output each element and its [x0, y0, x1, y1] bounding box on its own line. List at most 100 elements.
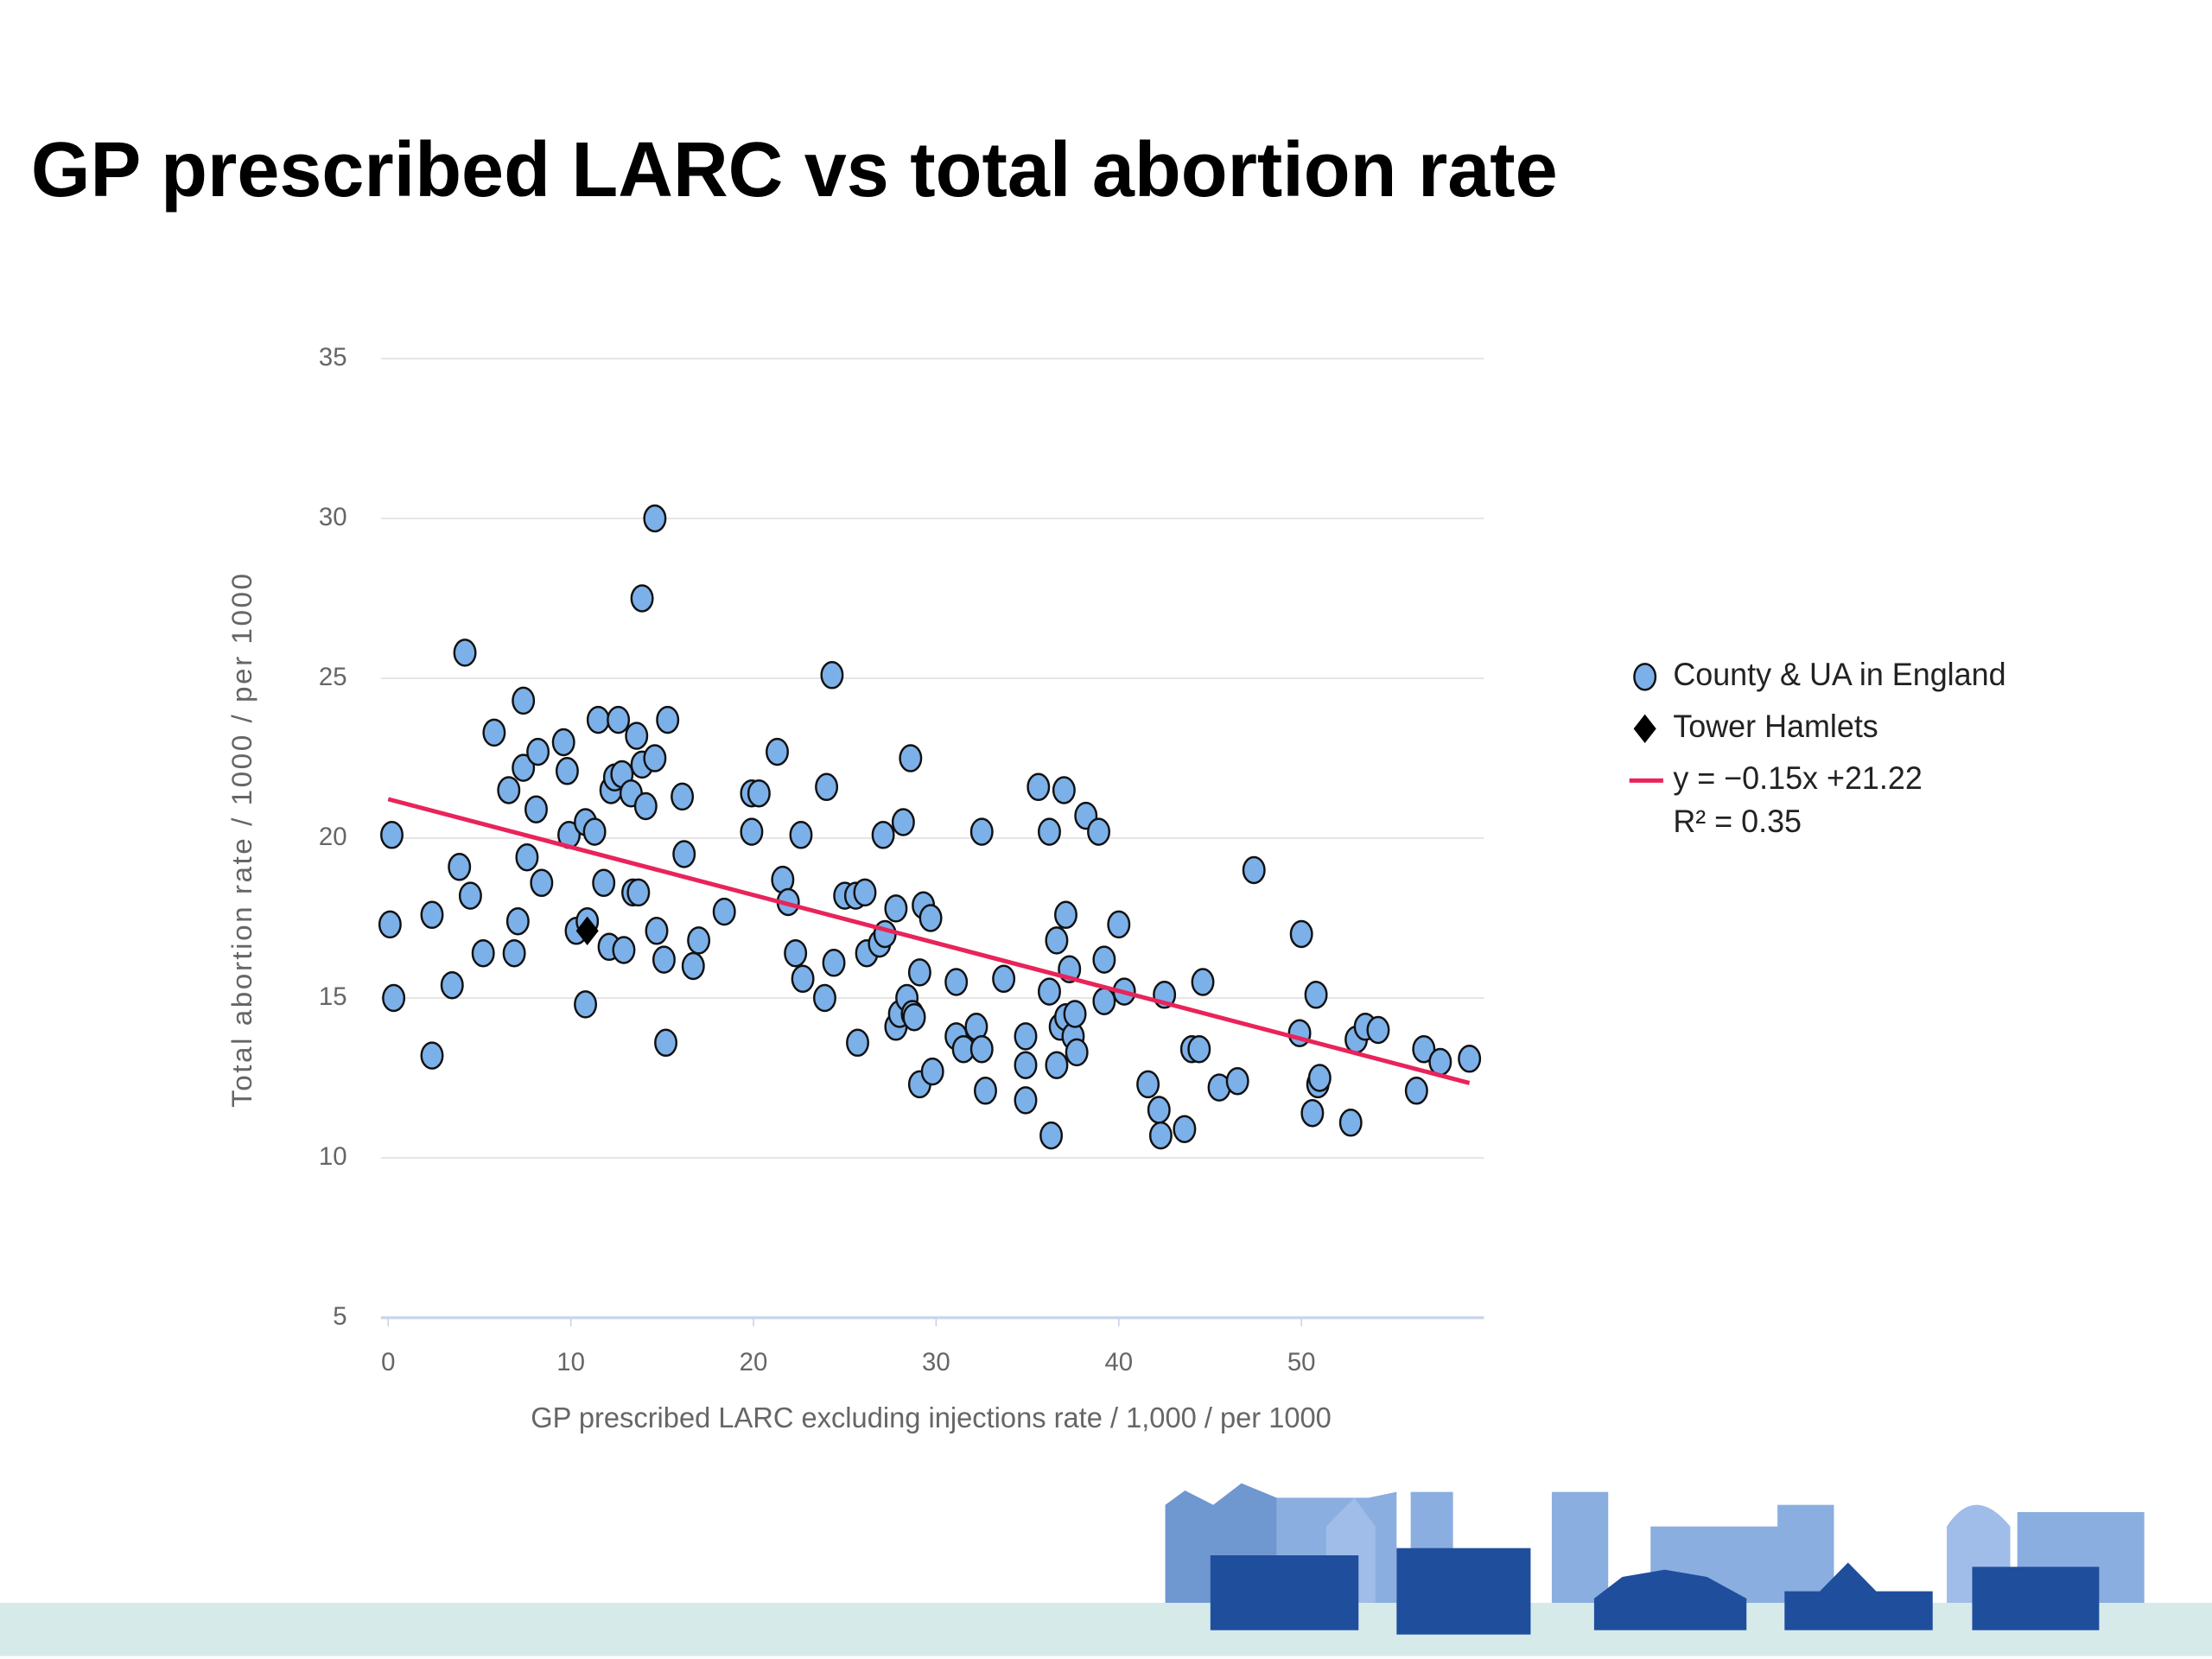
data-point: [633, 791, 658, 821]
chart-title: GP prescribed LARC vs total abortion rat…: [31, 125, 1558, 213]
data-point: [822, 949, 846, 977]
data-point: [1037, 977, 1061, 1006]
y-tick-label: 5: [333, 1302, 346, 1331]
data-point: [815, 772, 839, 802]
data-point: [1366, 1015, 1390, 1045]
data-point: [1338, 1109, 1363, 1137]
data-point: [846, 1028, 869, 1058]
data-point: [1039, 1121, 1064, 1150]
y-tick-label: 10: [319, 1142, 347, 1171]
data-point: [382, 983, 406, 1013]
data-point: [1045, 1051, 1069, 1079]
y-tick-label: 15: [319, 982, 347, 1011]
trendline: [387, 797, 1471, 1085]
data-point: [969, 1034, 994, 1064]
data-point: [1458, 1045, 1482, 1073]
data-point: [1173, 1115, 1197, 1143]
data-point: [453, 639, 477, 667]
data-point: [1191, 968, 1215, 996]
data-point: [380, 821, 404, 849]
data-point: [656, 705, 680, 734]
data-point: [1304, 981, 1328, 1009]
legend-label: County & UA in England: [1673, 657, 2005, 692]
legend-label: Tower Hamlets: [1673, 709, 1878, 744]
footer-skyline: [0, 1483, 2212, 1656]
data-point: [1063, 1000, 1087, 1028]
data-point: [505, 906, 530, 936]
data-point: [1052, 776, 1076, 804]
data-point: [820, 661, 844, 690]
data-point: [448, 853, 472, 881]
data-point: [871, 821, 895, 849]
data-point: [1092, 987, 1116, 1015]
data-point: [482, 718, 506, 747]
data-point: [512, 753, 536, 782]
legend: County & UA in England Tower Hamlets y = −…: [1629, 657, 2006, 839]
data-point: [1428, 1047, 1452, 1077]
data-point: [899, 744, 923, 772]
data-point: [902, 1002, 926, 1032]
data-point: [643, 504, 667, 533]
y-tick-label: 35: [319, 343, 347, 372]
data-point: [582, 817, 607, 846]
x-axis-label: GP prescribed LARC excluding injections …: [531, 1402, 1332, 1433]
data-point: [873, 919, 897, 949]
data-point: [1065, 1038, 1089, 1067]
data-point: [458, 881, 482, 910]
data-point: [918, 904, 943, 932]
data-point: [420, 900, 444, 930]
data-point: [625, 721, 649, 750]
data-point: [574, 990, 598, 1019]
data-point: [789, 821, 813, 849]
y-tick-label: 25: [319, 663, 347, 691]
data-point: [471, 938, 495, 968]
data-point: [1412, 1034, 1436, 1064]
data-point: [791, 964, 815, 994]
data-point: [992, 964, 1016, 994]
data-point: [712, 897, 736, 926]
legend-label: y = −0.15x +21.22: [1673, 760, 1922, 796]
data-point: [1300, 1098, 1325, 1128]
data-point: [1107, 910, 1131, 939]
data-point: [645, 917, 669, 945]
data-point: [643, 744, 667, 772]
data-point: [884, 894, 908, 923]
data-point: [1289, 919, 1313, 949]
data-point: [687, 926, 711, 955]
y-axis-label: Total abortion rate / 1000 / per 1000: [226, 571, 257, 1107]
data-point: [1014, 1022, 1038, 1051]
x-tick-label: 10: [556, 1348, 585, 1376]
data-point: [607, 705, 631, 734]
data-point: [586, 705, 610, 734]
data-point: [1242, 855, 1266, 885]
data-point: [1037, 817, 1061, 846]
data-point: [592, 868, 616, 898]
data-point: [512, 686, 536, 715]
plot-area: 5 10 15 20 25 30 35 0 10 20 30 40 50: [319, 343, 1484, 1376]
data-point: [747, 779, 771, 808]
data-point: [681, 951, 705, 981]
data-point: [1092, 945, 1116, 974]
data-point: [420, 1041, 444, 1070]
data-point: [626, 878, 651, 907]
data-point: [1225, 1066, 1249, 1096]
x-tick-label: 50: [1287, 1348, 1316, 1376]
data-point: [652, 945, 676, 974]
data-point: [612, 936, 636, 964]
data-point: [1187, 1034, 1211, 1064]
data-point: [740, 817, 764, 846]
x-tick-label: 0: [381, 1348, 395, 1376]
data-point: [502, 938, 526, 968]
data-point: [907, 958, 931, 987]
data-point: [551, 728, 575, 757]
data-point: [630, 584, 654, 613]
data-point: [920, 1057, 944, 1086]
data-point: [766, 737, 789, 766]
data-point: [1027, 772, 1051, 802]
data-point: [969, 817, 994, 846]
data-point: [530, 868, 554, 898]
y-tick-label: 20: [319, 823, 347, 851]
data-point: [1307, 1064, 1332, 1092]
x-tick-label: 30: [922, 1348, 950, 1376]
